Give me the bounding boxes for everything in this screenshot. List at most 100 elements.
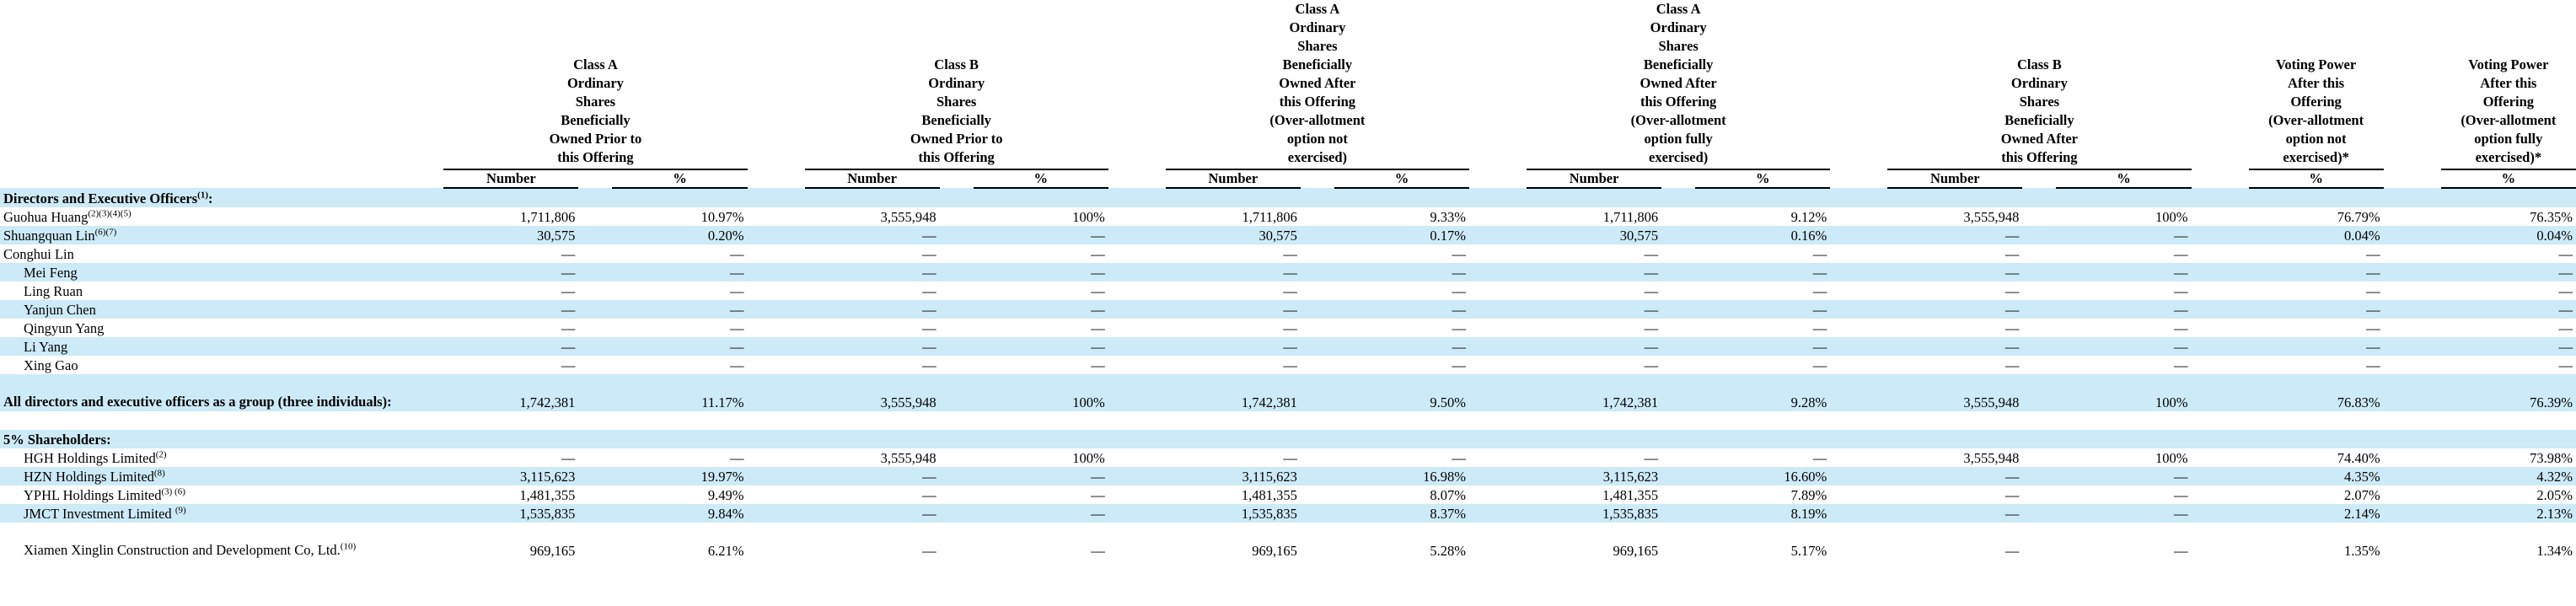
- percent-cell: —: [1695, 263, 1831, 282]
- percent-cell: 1.34%: [2536, 543, 2573, 559]
- number-cell: 1,535,835: [443, 504, 579, 523]
- number-cell: —: [1887, 263, 2023, 282]
- spacer-cell: [2022, 356, 2056, 374]
- number-cell: 1,481,355: [1241, 487, 1297, 503]
- number-cell: 1,535,835: [1165, 504, 1301, 523]
- percent-cell: 9.49%: [707, 487, 744, 503]
- spacer-cell: [1469, 207, 1527, 226]
- row-name: Xiamen Xinglin Construction and Developm…: [24, 542, 341, 558]
- group-header-line: Owned After: [1640, 75, 1717, 91]
- number-cell: —: [804, 263, 940, 282]
- percent-cell: 73.98%: [2530, 450, 2573, 466]
- row-name: Guohua Huang: [3, 209, 89, 225]
- percent-cell: 9.28%: [1695, 374, 1831, 411]
- director-row: Guohua Huang(2)(3)(4)(5) 1,711,806 10.97% 3…: [0, 207, 2576, 226]
- spacer-cell: [1300, 226, 1334, 244]
- spacer-cell: [1830, 504, 1888, 523]
- percent-cell: —: [1334, 263, 1469, 282]
- director-row: Shuangquan Lin(6)(7) 30,575 0.20% — —30,575 0…: [0, 226, 2576, 244]
- number-cell: 3,115,623: [1527, 467, 1662, 485]
- group-header-line: Offering: [2482, 94, 2535, 110]
- section-directors-heading: Directors and Executive Officers(1):: [0, 188, 2576, 207]
- spacer-cell: [939, 467, 974, 485]
- percent-cell: —: [612, 300, 748, 319]
- percent-cell: —: [1091, 320, 1105, 336]
- percent-cell: 8.07%: [1430, 487, 1466, 503]
- percent-cell: —: [1812, 283, 1827, 299]
- group-header-line: (Over-allotment: [2268, 112, 2364, 128]
- number-cell: —: [1283, 357, 1297, 373]
- percent-cell: —: [2056, 226, 2192, 244]
- group-header-line: Voting Power: [2275, 56, 2357, 72]
- group-header-line: exercised): [1649, 149, 1709, 165]
- percent-cell: 100%: [2155, 209, 2188, 225]
- group-header-row: Class A Ordinary Shares Beneficially Owned P…: [0, 0, 2576, 170]
- number-cell: 3,555,948: [1887, 374, 2023, 411]
- group-header-line: this Offering: [1279, 94, 1356, 110]
- number-cell: 1,742,381: [443, 374, 579, 411]
- spacer-cell: [1469, 226, 1527, 244]
- percent-cell: —: [2056, 467, 2192, 485]
- percent-cell: —: [2558, 357, 2573, 373]
- spacer-cell: [578, 300, 613, 319]
- percent-cell: —: [2440, 300, 2576, 319]
- row-name-cell: Mei Feng: [0, 263, 444, 282]
- spacer-cell: [1108, 485, 1166, 504]
- director-row: Ling Ruan — — — — — — — — — — — —: [0, 282, 2576, 300]
- group-header-line: Class A: [573, 56, 618, 72]
- spacer-cell: [1300, 467, 1334, 485]
- percent-cell: 0.04%: [2440, 226, 2576, 244]
- number-cell: 1,711,806: [1242, 209, 1297, 225]
- row-name-cell: Li Yang: [0, 337, 444, 356]
- number-cell: —: [2004, 320, 2020, 336]
- spacer-cell: [1108, 226, 1166, 244]
- number-cell: —: [1283, 283, 1297, 299]
- group-header-line: (Over-allotment: [1269, 112, 1366, 128]
- spacer-cell: [747, 300, 805, 319]
- percent-cell: —: [2366, 320, 2380, 336]
- number-cell: 3,555,948: [1963, 450, 2020, 466]
- shareholder-row: Xiamen Xinglin Construction and Developm…: [0, 523, 2576, 560]
- group-header-line: Ordinary: [1650, 19, 1707, 35]
- percent-cell: —: [1334, 300, 1469, 319]
- percent-cell: —: [973, 504, 1108, 523]
- group-header-line: Beneficially: [2004, 112, 2074, 128]
- percent-cell: —: [1812, 357, 1827, 373]
- spacer-cell: [578, 467, 613, 485]
- spacer-cell: [747, 226, 805, 244]
- group-header-class-b-after: Class B Ordinary Shares Beneficially Owned A…: [1887, 0, 2192, 170]
- section-shareholders-heading: 5% Shareholders:: [0, 430, 2576, 448]
- spacer-cell: [748, 485, 805, 504]
- number-cell: —: [1887, 226, 2023, 244]
- spacer-cell: [2192, 523, 2249, 560]
- percent-cell: —: [2056, 300, 2192, 319]
- beneficial-ownership-table: Class A Ordinary Shares Beneficially Owned P…: [0, 0, 2576, 560]
- percent-cell: 5.17%: [1790, 543, 1827, 559]
- percent-cell: 76.79%: [2337, 209, 2380, 225]
- shareholder-row: HGH Holdings Limited(2) — — 3,555,948 100% — —…: [0, 448, 2576, 467]
- percent-cell: —: [2558, 283, 2573, 299]
- spacer-cell: [578, 337, 613, 356]
- spacer-cell: [1301, 448, 1334, 467]
- group-header-line: this Offering: [557, 149, 634, 165]
- percent-cell: 8.19%: [1695, 504, 1831, 523]
- number-cell: —: [1644, 246, 1659, 262]
- spacer-cell: [747, 504, 805, 523]
- percent-cell: —: [2558, 246, 2573, 262]
- spacer-cell: [578, 282, 612, 300]
- number-cell: —: [1644, 450, 1659, 466]
- spacer-cell: [1108, 448, 1166, 467]
- spacer-cell: [578, 356, 612, 374]
- percent-cell: —: [730, 246, 744, 262]
- spacer-cell: [2384, 523, 2441, 560]
- percent-cell: 2.14%: [2248, 504, 2384, 523]
- row-name-cell: Qingyun Yang: [0, 319, 443, 337]
- number-cell: —: [561, 450, 576, 466]
- spacer-cell: [1661, 319, 1695, 337]
- spacer-cell: [1469, 523, 1527, 560]
- percent-cell: —: [730, 450, 744, 466]
- row-name: All directors and executive officers as …: [3, 394, 392, 410]
- number-cell: —: [561, 283, 576, 299]
- percent-cell: 5.28%: [1430, 543, 1466, 559]
- group-header-line: this Offering: [918, 149, 995, 165]
